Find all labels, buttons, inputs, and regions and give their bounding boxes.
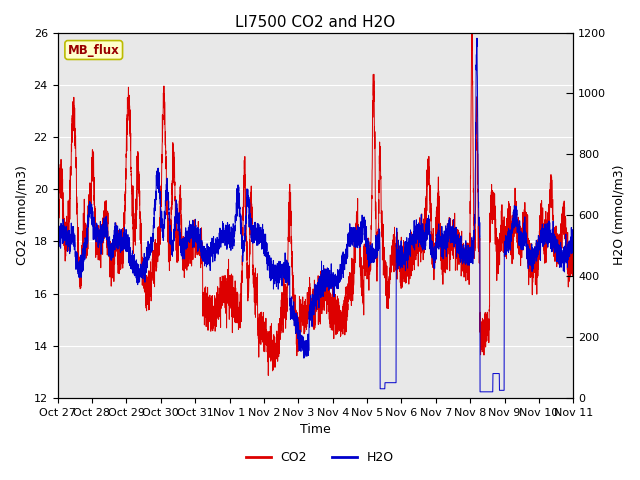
H2O [478, 389, 486, 395]
H2O [54, 235, 61, 241]
CO2 [389, 261, 397, 267]
CO2 [468, 30, 476, 36]
CO2 [251, 283, 259, 289]
H2O [570, 231, 577, 237]
H2O [476, 389, 484, 395]
Text: MB_flux: MB_flux [68, 44, 120, 57]
CO2 [264, 372, 272, 378]
H2O [389, 380, 397, 385]
X-axis label: Time: Time [300, 423, 331, 436]
CO2 [364, 276, 371, 282]
H2O [438, 231, 446, 237]
CO2 [570, 265, 577, 271]
Line: CO2: CO2 [58, 33, 573, 375]
Y-axis label: H2O (mmol/m3): H2O (mmol/m3) [612, 165, 625, 265]
H2O [363, 244, 371, 250]
Title: LI7500 CO2 and H2O: LI7500 CO2 and H2O [236, 15, 396, 30]
H2O [147, 239, 155, 244]
Legend: CO2, H2O: CO2, H2O [241, 446, 399, 469]
CO2 [439, 262, 447, 268]
H2O [473, 36, 481, 41]
H2O [251, 225, 259, 231]
Y-axis label: CO2 (mmol/m3): CO2 (mmol/m3) [15, 165, 28, 265]
CO2 [478, 338, 486, 344]
Line: H2O: H2O [58, 38, 573, 392]
CO2 [147, 280, 155, 286]
CO2 [54, 252, 61, 258]
